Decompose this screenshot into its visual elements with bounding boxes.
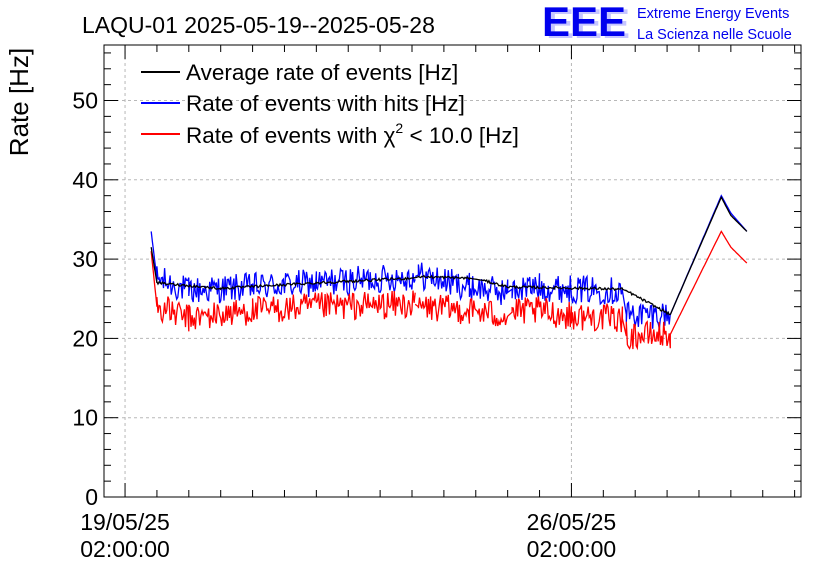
y-tick-label: 30 [72, 246, 98, 272]
y-tick-label: 40 [72, 167, 98, 193]
chart-title: LAQU-01 2025-05-19--2025-05-28 [82, 12, 435, 38]
y-tick-label: 20 [72, 325, 98, 351]
grid-lines [104, 45, 801, 497]
y-tick-labels: 0 10 20 30 40 50 [72, 88, 98, 510]
logo-mark-shadow: EEE [546, 0, 630, 47]
x-tick-label-date: 19/05/25 [80, 509, 170, 535]
legend-label-average: Average rate of events [Hz] [186, 60, 458, 85]
axes [103, 44, 802, 498]
logo-line-2: La Scienza nelle Scuole [637, 27, 792, 43]
series-line [150, 247, 418, 291]
series-layer [150, 194, 748, 351]
x-tick-label-time: 02:00:00 [527, 536, 617, 562]
y-tick-label: 50 [72, 88, 98, 114]
y-axis-label: Rate [Hz] [4, 48, 34, 156]
x-tick-label-date: 26/05/25 [527, 509, 617, 535]
series-line [414, 230, 748, 351]
logo-mark: EEE [542, 0, 626, 45]
x-tick-label-time: 02:00:00 [80, 536, 170, 562]
y-tick-label: 10 [72, 405, 98, 431]
legend-label-chi2: Rate of events with χ2 < 10.0 [Hz] [186, 120, 519, 148]
plot-frame [103, 44, 802, 498]
series-line [150, 251, 416, 332]
y-tick-label: 0 [85, 484, 98, 510]
eee-logo: EEE EEE Extreme Energy Events La Scienza… [542, 0, 792, 47]
legend: Average rate of events [Hz] Rate of even… [141, 60, 519, 148]
logo-line-1: Extreme Energy Events [637, 6, 789, 22]
series-line [150, 231, 416, 304]
legend-label-hits: Rate of events with hits [Hz] [186, 91, 465, 116]
series-line [416, 195, 748, 316]
